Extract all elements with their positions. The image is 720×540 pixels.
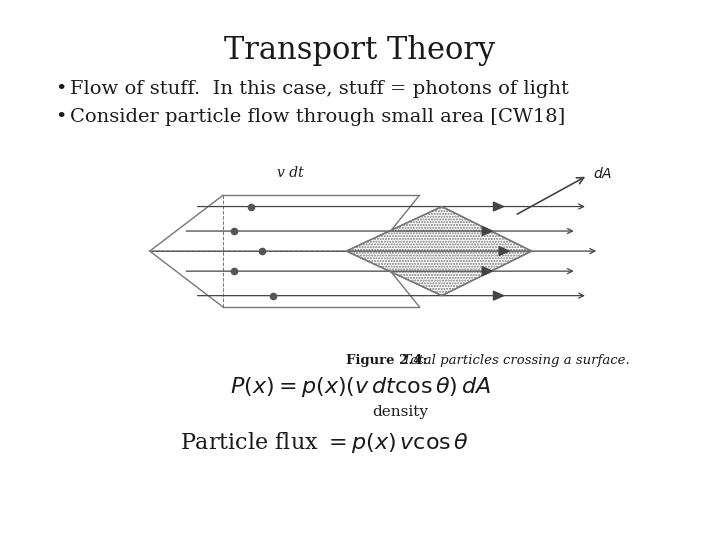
Text: Figure 2.4:: Figure 2.4: (346, 354, 428, 367)
Text: •: • (55, 80, 66, 98)
Polygon shape (499, 247, 509, 255)
Text: Flow of stuff.  In this case, stuff = photons of light: Flow of stuff. In this case, stuff = pho… (70, 80, 569, 98)
Text: $P(x) = p(x)(v\,dt\cos\theta)\,dA$: $P(x) = p(x)(v\,dt\cos\theta)\,dA$ (230, 375, 490, 399)
Text: density: density (372, 405, 428, 419)
Text: Consider particle flow through small area [CW18]: Consider particle flow through small are… (70, 108, 565, 126)
Text: Particle flux $= p(x)\,v\cos\theta$: Particle flux $= p(x)\,v\cos\theta$ (180, 430, 469, 455)
Polygon shape (346, 206, 531, 295)
Polygon shape (493, 202, 503, 211)
Polygon shape (482, 227, 492, 235)
Text: $dA$: $dA$ (593, 166, 613, 181)
Polygon shape (482, 267, 492, 275)
Text: •: • (55, 108, 66, 126)
Text: v dt: v dt (276, 166, 304, 180)
Text: Transport Theory: Transport Theory (225, 35, 495, 66)
Text: Total particles crossing a surface.: Total particles crossing a surface. (394, 354, 630, 367)
Polygon shape (493, 291, 503, 300)
